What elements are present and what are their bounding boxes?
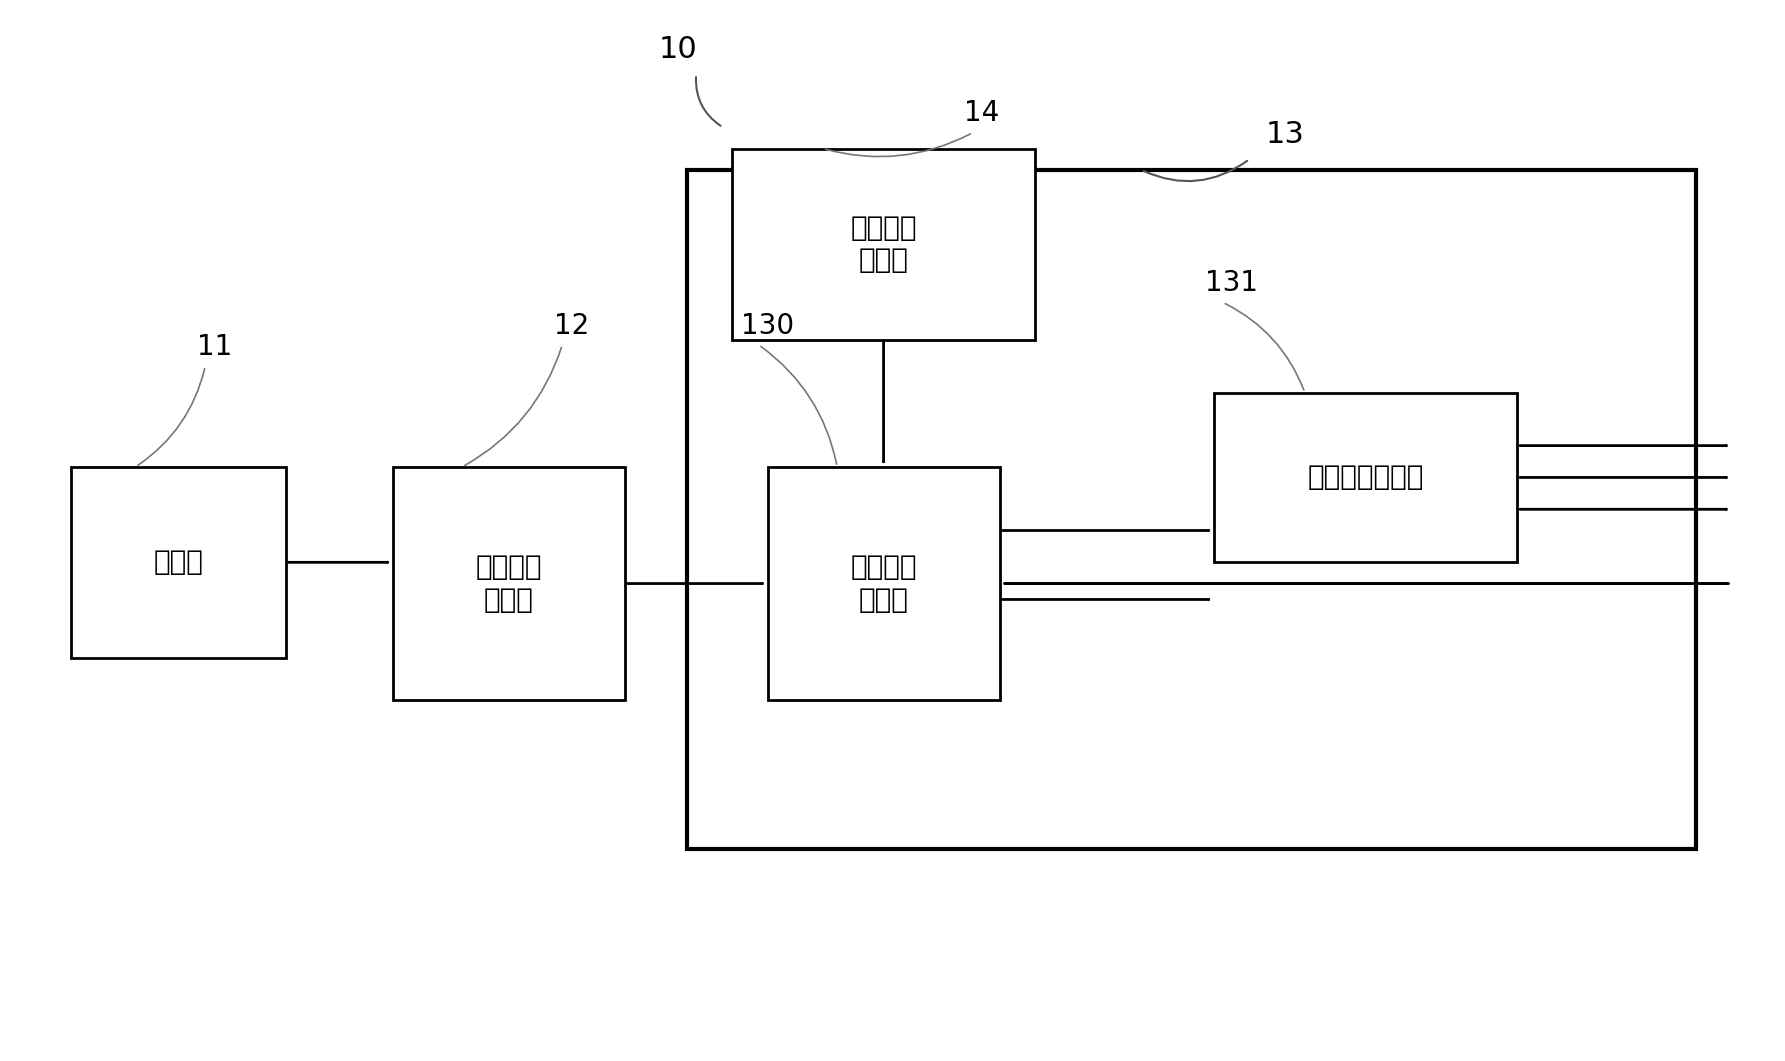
Text: 12: 12 [553, 312, 589, 340]
FancyBboxPatch shape [768, 467, 1000, 700]
Text: 第一波分
复用器: 第一波分 复用器 [850, 554, 917, 613]
FancyBboxPatch shape [1214, 393, 1517, 562]
FancyBboxPatch shape [687, 170, 1696, 849]
Text: 130: 130 [741, 312, 794, 340]
Text: 13: 13 [1266, 120, 1305, 149]
Text: 第一光纤
放大器: 第一光纤 放大器 [850, 214, 917, 274]
FancyBboxPatch shape [732, 149, 1035, 340]
Text: 第一光处
理电路: 第一光处 理电路 [475, 554, 543, 613]
FancyBboxPatch shape [71, 467, 286, 658]
Text: 131: 131 [1205, 269, 1258, 297]
Text: 10: 10 [659, 35, 698, 64]
Text: 14: 14 [964, 100, 1000, 127]
Text: 第一光电探测器: 第一光电探测器 [1307, 464, 1424, 491]
Text: 激光器: 激光器 [154, 549, 203, 576]
FancyBboxPatch shape [393, 467, 625, 700]
Text: 11: 11 [196, 333, 232, 361]
